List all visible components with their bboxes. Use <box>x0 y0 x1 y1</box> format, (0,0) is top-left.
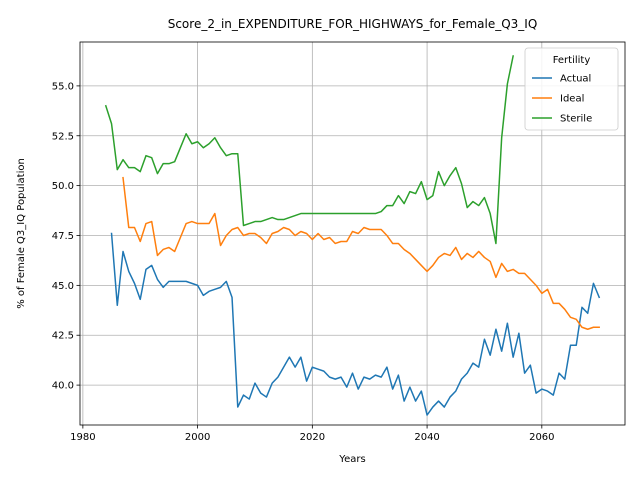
legend-title: Fertility <box>553 55 591 66</box>
legend: Fertility Actual Ideal Sterile <box>524 47 619 131</box>
y-tick-label: 55.0 <box>52 81 74 92</box>
y-tick-label: 52.5 <box>52 131 74 142</box>
x-tick-label: 2020 <box>300 432 325 443</box>
legend-label-ideal: Ideal <box>560 94 584 105</box>
legend-box <box>524 47 619 131</box>
y-tick-label: 45.0 <box>52 281 74 292</box>
x-tick-label: 2060 <box>529 432 554 443</box>
y-tick-label: 50.0 <box>52 181 74 192</box>
legend-label-actual: Actual <box>560 74 591 85</box>
series-line-sterile <box>104 55 515 245</box>
x-tick-label: 2000 <box>185 432 210 443</box>
legend-label-sterile: Sterile <box>560 114 592 125</box>
y-axis-ticks: 40.0 42.5 45.0 47.5 50.0 52.5 55.0 <box>52 81 80 392</box>
y-tick-label: 40.0 <box>52 381 74 392</box>
plot-frame <box>79 41 626 426</box>
chart-title: Score_2_in_EXPENDITURE_FOR_HIGHWAYS_for_… <box>168 17 538 31</box>
gridlines <box>80 42 625 425</box>
x-tick-label: 2040 <box>414 432 439 443</box>
series-lines <box>104 55 601 416</box>
x-axis-label: Years <box>338 454 365 465</box>
y-tick-label: 42.5 <box>52 331 74 342</box>
series-line-ideal <box>122 176 600 330</box>
x-tick-label: 1980 <box>70 432 95 443</box>
y-axis-label: % of Female Q3_IQ Population <box>16 158 27 309</box>
series-line-actual <box>110 232 601 416</box>
legend-items: Actual Ideal Sterile <box>532 74 592 125</box>
y-tick-label: 47.5 <box>52 231 74 242</box>
x-axis-ticks: 1980 2000 2020 2040 2060 <box>70 425 555 443</box>
